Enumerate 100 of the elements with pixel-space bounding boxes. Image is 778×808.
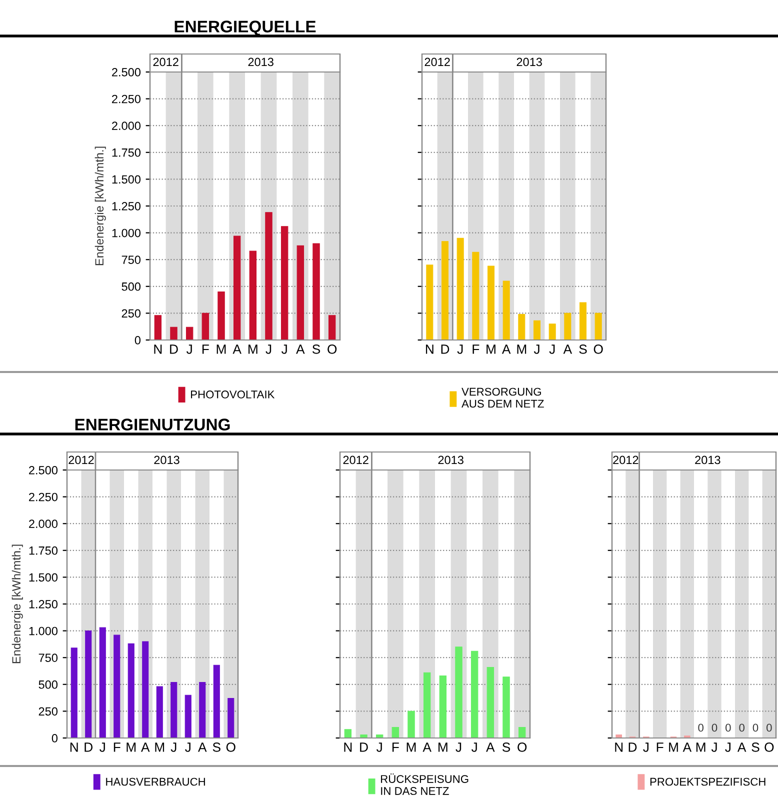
x-tick-label: M — [406, 742, 416, 752]
bar — [184, 694, 192, 738]
x-tick-label: J — [186, 344, 192, 354]
chart-title: ENERGIEQUELLE — [174, 20, 316, 36]
x-tick-label: O — [518, 742, 527, 752]
y-axis-title: Endenergie [kWh/mth.] — [12, 544, 23, 664]
x-tick-label: M — [126, 742, 136, 752]
x-tick-label: M — [248, 344, 258, 354]
bar — [249, 250, 257, 340]
legend-label: HAUSVERBRAUCH — [106, 778, 205, 786]
bar — [328, 315, 336, 340]
legend-label: RÜCKSPEISUNG IN DAS NETZ — [381, 774, 468, 795]
text: 2013 — [154, 456, 180, 464]
x-tick-label: A — [232, 344, 242, 354]
x-tick-label: D — [360, 742, 368, 752]
text: 2012 — [153, 58, 178, 66]
bar — [280, 226, 288, 340]
text: 2012 — [343, 456, 368, 464]
bar — [502, 676, 510, 738]
x-tick-label: S — [502, 742, 510, 752]
x-tick-label: N — [615, 742, 623, 752]
x-tick-label: A — [563, 344, 572, 354]
x-tick-label: N — [344, 742, 352, 752]
x-tick-label: A — [198, 742, 207, 752]
x-tick-label: S — [579, 344, 587, 354]
bar — [486, 666, 494, 738]
x-tick-label: J — [185, 742, 190, 752]
x-tick-label: J — [725, 742, 730, 752]
y-tick-label: 750 — [122, 256, 141, 264]
bar — [213, 664, 220, 738]
x-tick-label: J — [534, 344, 540, 354]
x-tick-label: A — [141, 742, 150, 752]
bar — [594, 312, 602, 340]
x-tick-label: J — [711, 742, 717, 752]
x-tick-label: D — [84, 742, 93, 752]
bar — [199, 682, 206, 738]
y-tick-label: 2.000 — [29, 520, 58, 528]
y-tick-label: 250 — [38, 707, 58, 716]
bar — [392, 727, 400, 738]
x-tick-label: J — [456, 742, 462, 752]
x-tick-label: D — [170, 344, 178, 354]
bar — [228, 698, 234, 738]
y-tick-label: 1.250 — [29, 600, 58, 608]
x-tick-label: M — [696, 742, 706, 752]
y-tick-label: 750 — [38, 654, 58, 662]
x-tick-label: S — [752, 742, 760, 752]
y-tick-label: 0 — [134, 336, 141, 344]
x-tick-label: J — [471, 742, 477, 752]
x-tick-label: J — [266, 344, 272, 354]
x-tick-label: S — [312, 344, 320, 354]
x-tick-label: F — [114, 742, 120, 752]
data-label: 0 — [712, 724, 718, 732]
bar — [170, 326, 178, 340]
text: 2012 — [68, 456, 94, 464]
bar — [156, 686, 163, 738]
x-tick-label: F — [202, 344, 209, 354]
y-axis-title: Endenergie [kWh/mth.] — [94, 146, 106, 266]
x-tick-label: M — [486, 344, 496, 354]
bar — [488, 266, 494, 340]
y-tick-label: 1.500 — [29, 573, 58, 582]
bar — [218, 291, 225, 340]
x-tick-label: J — [457, 344, 463, 354]
bar — [85, 630, 92, 738]
x-tick-label: A — [422, 742, 432, 752]
x-tick-label: J — [100, 742, 105, 752]
bar — [312, 243, 320, 340]
bar — [456, 238, 464, 340]
x-tick-label: A — [296, 344, 305, 354]
bar — [233, 236, 241, 340]
x-tick-label: S — [212, 742, 220, 752]
x-tick-label: M — [438, 742, 448, 752]
x-tick-label: J — [170, 742, 176, 752]
y-tick-label: 1.000 — [112, 228, 141, 238]
x-tick-label: F — [472, 344, 480, 354]
y-tick-label: 250 — [122, 309, 141, 318]
x-tick-label: O — [226, 742, 236, 752]
text: 2012 — [424, 58, 450, 66]
bar — [70, 648, 78, 738]
text: 2013 — [516, 58, 542, 66]
data-label: 0 — [739, 724, 744, 732]
bar — [580, 302, 586, 340]
bar — [548, 324, 556, 340]
bar — [265, 212, 272, 340]
x-tick-label: A — [737, 742, 746, 752]
bar — [518, 727, 526, 738]
text: 2013 — [695, 456, 720, 464]
x-tick-label: F — [392, 742, 399, 752]
y-tick-label: 2.500 — [29, 466, 58, 474]
bar — [470, 650, 478, 738]
bar — [128, 643, 134, 738]
data-label: 0 — [766, 724, 772, 732]
y-tick-label: 1.500 — [112, 175, 141, 184]
bar — [439, 676, 447, 738]
x-tick-label: J — [549, 344, 555, 354]
bar — [518, 314, 526, 340]
text: 2012 — [613, 456, 638, 464]
x-tick-label: N — [154, 344, 162, 354]
x-tick-label: M — [669, 742, 678, 752]
y-tick-label: 1.250 — [112, 202, 141, 210]
y-tick-label: 500 — [38, 680, 58, 689]
